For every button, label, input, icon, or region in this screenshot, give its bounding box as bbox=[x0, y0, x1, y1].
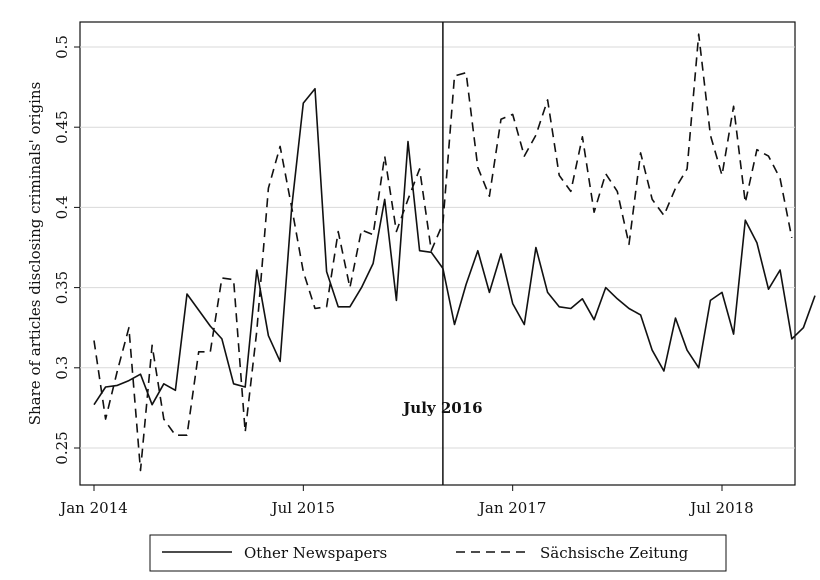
legend-label-saechsische-zeitung: Sächsische Zeitung bbox=[540, 544, 689, 562]
y-tick-label: 0.4 bbox=[53, 195, 71, 219]
y-tick-label: 0.35 bbox=[53, 271, 71, 304]
plot-frame bbox=[79, 21, 796, 486]
y-tick-label: 0.25 bbox=[53, 431, 71, 464]
grid-lines bbox=[80, 46, 795, 449]
x-tick-label: Jan 2017 bbox=[477, 499, 547, 517]
x-tick-label: Jul 2018 bbox=[688, 499, 753, 517]
x-tick-label: Jul 2015 bbox=[270, 499, 335, 517]
legend: Other Newspapers Sächsische Zeitung bbox=[149, 534, 727, 572]
y-axis: 0.25 0.3 0.35 0.4 0.45 0.5 bbox=[53, 35, 80, 465]
x-axis: Jan 2014 Jul 2015 Jan 2017 Jul 2018 bbox=[58, 485, 754, 517]
y-axis-title: Share of articles disclosing criminals' … bbox=[26, 82, 44, 426]
legend-box bbox=[149, 534, 727, 572]
series-line-other-newspapers bbox=[93, 87, 816, 406]
legend-label-other-newspapers: Other Newspapers bbox=[244, 544, 387, 562]
series-lines bbox=[93, 33, 816, 472]
annotation-label: July 2016 bbox=[401, 399, 482, 417]
x-tick-label: Jan 2014 bbox=[58, 499, 128, 517]
y-tick-label: 0.3 bbox=[53, 356, 71, 380]
y-tick-label: 0.5 bbox=[53, 35, 71, 59]
plot-area: July 2016 bbox=[79, 21, 816, 486]
y-tick-label: 0.45 bbox=[53, 110, 71, 143]
